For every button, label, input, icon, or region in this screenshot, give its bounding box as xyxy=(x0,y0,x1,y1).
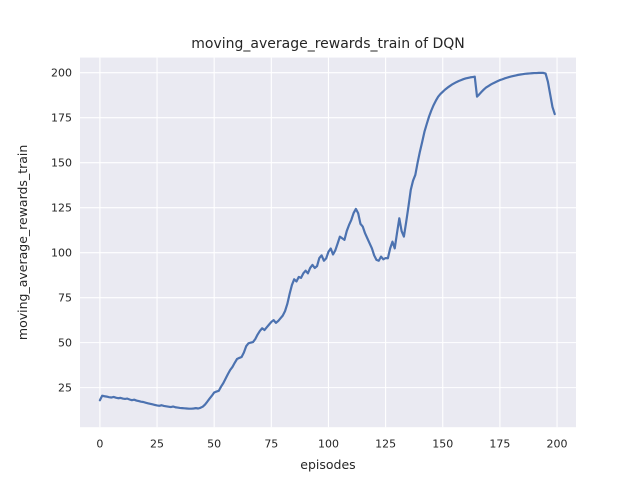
series-group xyxy=(98,71,556,410)
x-tick-label: 75 xyxy=(264,438,278,451)
y-tick-label: 75 xyxy=(58,291,72,304)
x-tick-label: 150 xyxy=(432,438,453,451)
y-tick-label: 100 xyxy=(51,246,72,259)
x-tick-label: 50 xyxy=(207,438,221,451)
x-axis-label: episodes xyxy=(300,457,355,472)
y-tick-label: 150 xyxy=(51,156,72,169)
x-tick-label: 175 xyxy=(489,438,510,451)
y-tick-label: 175 xyxy=(51,112,72,125)
y-axis-label: moving_average_rewards_train xyxy=(15,145,30,340)
gridlines xyxy=(80,57,576,428)
y-tick-labels: 25 50 75 100 125 150 175 200 xyxy=(51,67,72,395)
y-tick-label: 50 xyxy=(58,336,72,349)
y-tick-label: 25 xyxy=(58,381,72,394)
x-tick-labels: 0 25 50 75 100 125 150 175 200 xyxy=(96,438,567,451)
y-tick-label: 200 xyxy=(51,67,72,80)
x-tick-label: 200 xyxy=(547,438,568,451)
y-tick-label: 125 xyxy=(51,201,72,214)
chart-title: moving_average_rewards_train of DQN xyxy=(191,36,465,52)
x-tick-label: 0 xyxy=(96,438,103,451)
x-tick-label: 25 xyxy=(150,438,164,451)
x-tick-label: 125 xyxy=(375,438,396,451)
series-line xyxy=(98,71,556,410)
x-tick-label: 100 xyxy=(318,438,339,451)
